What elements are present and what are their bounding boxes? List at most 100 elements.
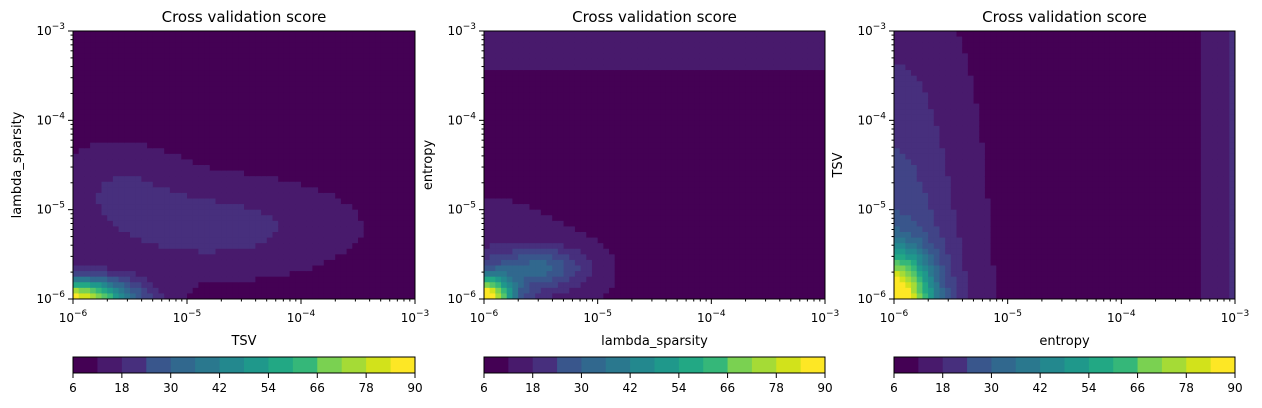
contour-cell — [705, 142, 712, 149]
contour-cell — [335, 148, 342, 155]
contour-cell — [597, 170, 604, 177]
contour-cell — [569, 125, 576, 133]
contour-cell — [272, 192, 279, 200]
contour-cell — [90, 42, 97, 49]
contour-cell — [107, 125, 114, 133]
contour-cell — [238, 176, 245, 183]
contour-cell — [204, 287, 211, 295]
contour-cell — [346, 276, 353, 283]
contour-cell — [386, 64, 393, 71]
contour-cell — [375, 259, 382, 267]
contour-cell — [135, 165, 142, 172]
contour-cell — [699, 98, 707, 105]
contour-cell — [397, 120, 405, 127]
contour-cell — [198, 137, 205, 144]
contour-cell — [682, 259, 690, 267]
contour-cell — [261, 287, 268, 295]
contour-cell — [73, 153, 80, 161]
contour-cell — [574, 42, 582, 49]
contour-cell — [535, 248, 542, 255]
contour-cell — [375, 53, 382, 60]
contour-cell — [335, 142, 342, 149]
contour-cell — [409, 220, 415, 228]
contour-cell — [603, 47, 610, 54]
contour-cell — [512, 265, 519, 272]
contour-cell — [620, 198, 627, 205]
contour-cell — [489, 198, 496, 205]
contour-cell — [375, 187, 382, 194]
contour-cell — [181, 131, 188, 138]
contour-cell — [375, 137, 382, 144]
contour-cell — [352, 64, 359, 71]
contour-cell — [694, 125, 701, 133]
contour-cell — [637, 103, 644, 110]
contour-cell — [677, 131, 684, 138]
contour-cell — [78, 181, 85, 188]
contour-cell — [563, 47, 570, 54]
contour-cell — [591, 125, 599, 133]
contour-cell — [169, 237, 177, 244]
contour-cell — [95, 287, 103, 295]
contour-cell — [306, 109, 313, 116]
contour-cell — [484, 276, 491, 283]
contour-cell — [665, 176, 673, 183]
contour-cell — [648, 181, 656, 188]
contour-cell — [540, 47, 548, 54]
contour-cell — [335, 198, 342, 205]
contour-cell — [671, 181, 678, 188]
contour-cell — [238, 53, 245, 60]
contour-cell — [187, 254, 194, 261]
contour-cell — [130, 86, 137, 94]
contour-cell — [699, 293, 707, 299]
contour-cell — [597, 204, 604, 211]
contour-cell — [215, 259, 222, 267]
contour-cell — [95, 259, 103, 267]
contour-cell — [101, 265, 108, 272]
contour-cell — [90, 58, 97, 66]
contour-cell — [563, 137, 570, 144]
contour-cell — [78, 131, 85, 138]
contour-cell — [283, 259, 291, 267]
contour-cell — [192, 125, 199, 133]
contour-cell — [135, 237, 142, 244]
contour-cell — [569, 137, 576, 144]
contour-cell — [289, 204, 296, 211]
contour-cell — [124, 287, 131, 295]
contour-cell — [643, 64, 650, 71]
contour-cell — [369, 209, 376, 216]
contour-cell — [643, 170, 650, 177]
contour-cell — [688, 287, 695, 295]
contour-cell — [340, 181, 348, 188]
contour-cell — [397, 36, 405, 43]
contour-cell — [386, 159, 393, 166]
contour-cell — [717, 53, 724, 60]
contour-cell — [346, 64, 353, 71]
contour-cell — [175, 170, 182, 177]
contour-cell — [209, 248, 217, 255]
contour-cell — [335, 86, 342, 94]
contour-cell — [386, 81, 393, 88]
contour-cell — [107, 92, 114, 99]
contour-cell — [124, 259, 131, 267]
contour-cell — [295, 137, 302, 144]
contour-cell — [380, 259, 388, 267]
contour-cell — [552, 98, 559, 105]
contour-cell — [289, 131, 296, 138]
contour-cell — [597, 120, 604, 127]
contour-cell — [369, 92, 376, 99]
contour-cell — [187, 47, 194, 54]
contour-cell — [557, 226, 565, 233]
contour-cell — [557, 176, 565, 183]
contour-cell — [580, 181, 587, 188]
contour-cell — [318, 75, 325, 82]
contour-cell — [232, 276, 239, 283]
contour-cell — [546, 181, 553, 188]
contour-cell — [495, 137, 502, 144]
contour-cell — [329, 248, 336, 255]
contour-cell — [677, 98, 684, 105]
contour-cell — [597, 159, 604, 166]
contour-cell — [152, 70, 160, 77]
contour-cell — [306, 47, 313, 54]
contour-cell — [380, 192, 388, 200]
contour-cell — [249, 226, 256, 233]
